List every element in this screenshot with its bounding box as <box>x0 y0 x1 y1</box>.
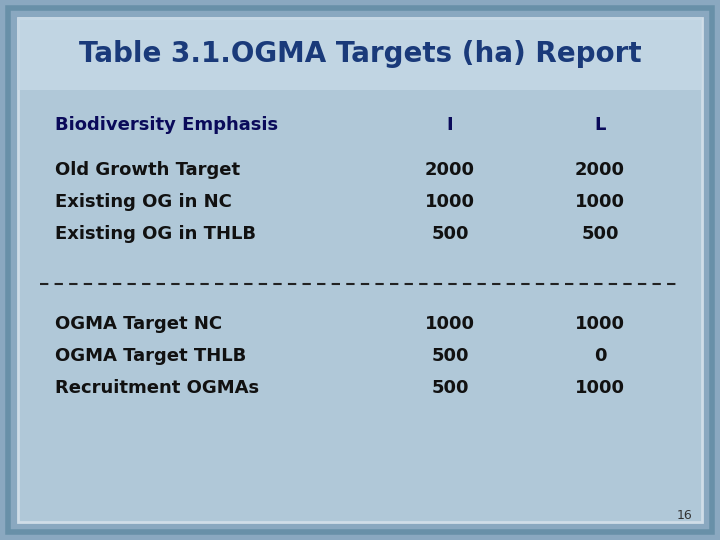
Text: 1000: 1000 <box>425 193 475 211</box>
Text: Biodiversity Emphasis: Biodiversity Emphasis <box>55 116 278 134</box>
Text: 500: 500 <box>431 225 469 243</box>
Text: 500: 500 <box>431 379 469 397</box>
Text: 500: 500 <box>581 225 618 243</box>
Text: Old Growth Target: Old Growth Target <box>55 161 240 179</box>
Text: 1000: 1000 <box>575 315 625 333</box>
Text: Recruitment OGMAs: Recruitment OGMAs <box>55 379 259 397</box>
Text: I: I <box>446 116 454 134</box>
Text: Table 3.1.OGMA Targets (ha) Report: Table 3.1.OGMA Targets (ha) Report <box>78 40 642 68</box>
Bar <box>18 18 702 90</box>
Text: 0: 0 <box>594 347 606 365</box>
Text: 1000: 1000 <box>575 193 625 211</box>
Text: 500: 500 <box>431 347 469 365</box>
Text: 16: 16 <box>676 509 692 522</box>
Text: OGMA Target THLB: OGMA Target THLB <box>55 347 246 365</box>
Text: Existing OG in THLB: Existing OG in THLB <box>55 225 256 243</box>
Text: 2000: 2000 <box>425 161 475 179</box>
Text: 1000: 1000 <box>575 379 625 397</box>
Text: L: L <box>594 116 606 134</box>
Text: Existing OG in NC: Existing OG in NC <box>55 193 232 211</box>
Text: 1000: 1000 <box>425 315 475 333</box>
Text: 2000: 2000 <box>575 161 625 179</box>
Text: OGMA Target NC: OGMA Target NC <box>55 315 222 333</box>
